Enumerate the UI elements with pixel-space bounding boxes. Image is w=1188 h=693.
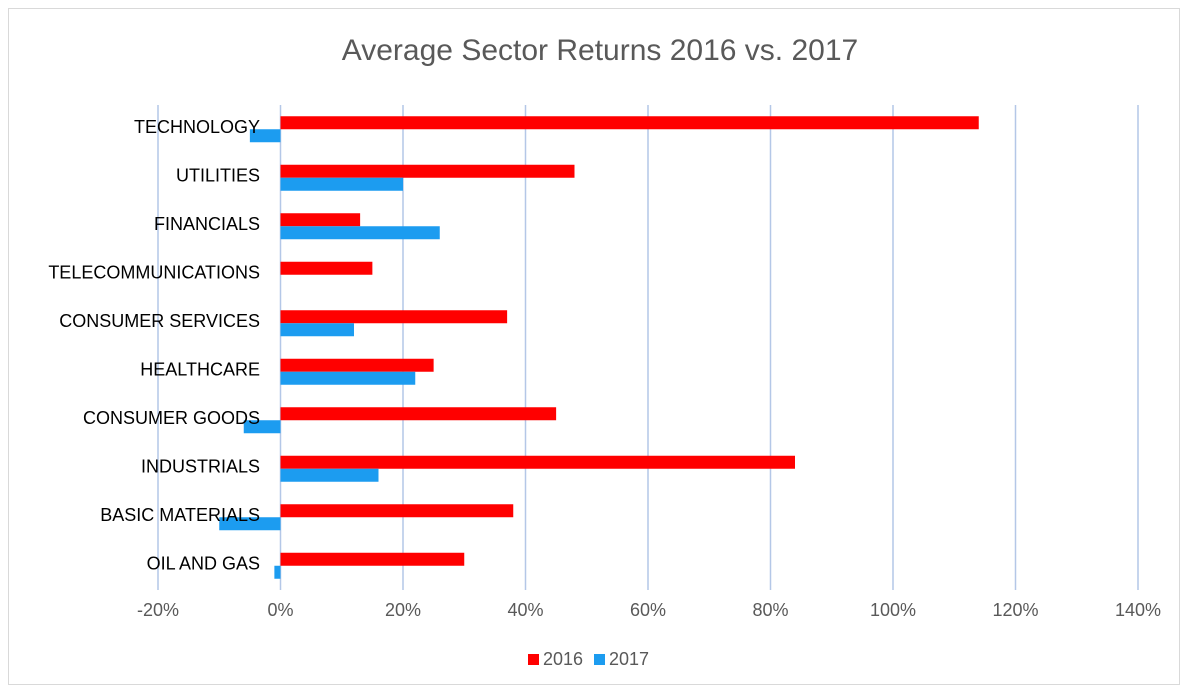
bar (249, 129, 281, 143)
y-tick-label: FINANCIALS (154, 214, 260, 234)
x-tick-label: 120% (992, 600, 1038, 620)
bar (280, 261, 373, 275)
legend-label: 2017 (609, 649, 649, 669)
y-tick-label: INDUSTRIALS (141, 457, 260, 477)
bar (280, 358, 434, 372)
legend-swatch (594, 654, 605, 665)
bar (274, 565, 281, 579)
x-tick-label: 60% (630, 600, 666, 620)
bar (219, 517, 281, 531)
bar (280, 164, 575, 178)
bar (243, 420, 281, 434)
bar (280, 468, 379, 482)
bar (280, 504, 514, 518)
y-tick-label: CONSUMER SERVICES (59, 311, 260, 331)
legend-label: 2016 (543, 649, 583, 669)
x-tick-label: 80% (752, 600, 788, 620)
bar (280, 226, 440, 240)
x-tick-label: 40% (507, 600, 543, 620)
bar (280, 371, 416, 385)
bar (280, 213, 361, 227)
chart-title: Average Sector Returns 2016 vs. 2017 (342, 34, 858, 67)
bar (280, 177, 403, 191)
y-tick-label: OIL AND GAS (147, 554, 260, 574)
y-tick-label: CONSUMER GOODS (83, 408, 260, 428)
bar (280, 455, 795, 469)
x-tick-label: 0% (267, 600, 293, 620)
x-tick-label: 100% (870, 600, 916, 620)
y-tick-label: HEALTHCARE (140, 360, 260, 380)
x-tick-label: 20% (385, 600, 421, 620)
y-tick-label: TECHNOLOGY (134, 117, 260, 137)
bar (280, 310, 508, 324)
bar (280, 116, 979, 130)
x-tick-label: -20% (137, 600, 179, 620)
bar (280, 552, 465, 566)
y-tick-label: TELECOMMUNICATIONS (48, 263, 260, 283)
y-tick-label: BASIC MATERIALS (100, 505, 260, 525)
bar (280, 323, 354, 337)
y-tick-label: UTILITIES (176, 166, 260, 186)
bar (280, 407, 557, 421)
legend-swatch (528, 654, 539, 665)
x-tick-label: 140% (1115, 600, 1161, 620)
chart-frame (8, 8, 1180, 685)
